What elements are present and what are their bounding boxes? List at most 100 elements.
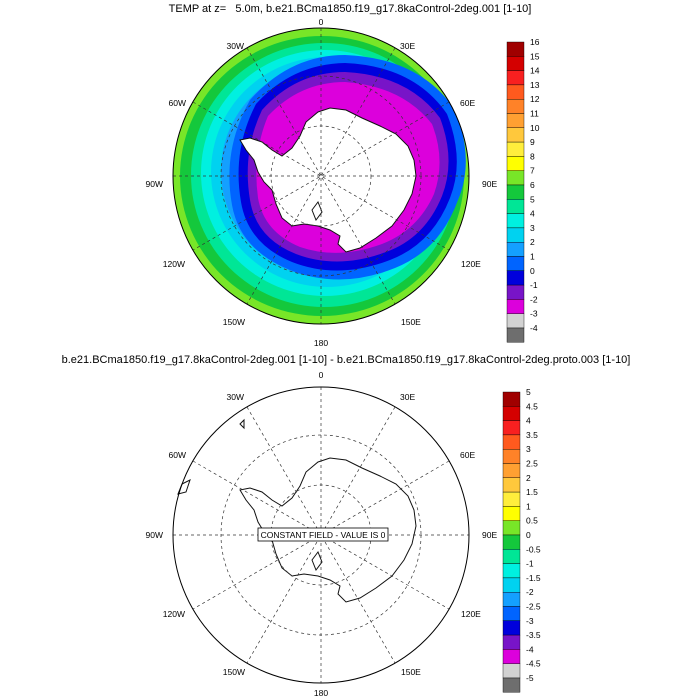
colorbar-label: 10: [530, 123, 540, 133]
colorbar-label: 5: [530, 194, 535, 204]
colorbar-swatch: [506, 41, 525, 57]
colorbar-swatch: [506, 127, 525, 143]
lon-label: 150W: [223, 667, 245, 677]
colorbar-label: 0: [530, 266, 535, 276]
colorbar-swatch: [506, 227, 525, 243]
colorbar-label: -3: [526, 616, 534, 626]
lon-label: 60W: [169, 450, 186, 460]
colorbar-label: 1: [530, 252, 535, 262]
lon-label: 150E: [401, 317, 421, 327]
colorbar-swatch: [502, 434, 521, 450]
colorbar-label: -3.5: [526, 630, 541, 640]
colorbar-label: 6: [530, 180, 535, 190]
colorbar-label: -1: [530, 280, 538, 290]
colorbar-swatch: [506, 270, 525, 286]
colorbar-swatch: [502, 391, 521, 407]
top-lon-labels: 0 30E 60E 90E 120E 150E 180 150W 120W 90…: [146, 17, 498, 348]
colorbar-swatch: [502, 663, 521, 679]
colorbar-label: 12: [530, 94, 540, 104]
lon-label: 120W: [163, 259, 185, 269]
colorbar-label: 2: [530, 237, 535, 247]
colorbar-swatch: [502, 592, 521, 607]
colorbar-swatch: [502, 406, 521, 421]
ice-shelf-island: [311, 550, 323, 572]
colorbar-label: 15: [530, 51, 540, 61]
colorbar-swatch: [506, 141, 525, 157]
ice-shelf-island: [311, 200, 323, 222]
colorbar-label: -3: [530, 309, 538, 319]
colorbar-label: 0: [526, 530, 531, 540]
top-polar-map: 0 30E 60E 90E 120E 150E 180 150W 120W 90…: [146, 17, 498, 348]
constant-field-box: CONSTANT FIELD - VALUE IS 0: [257, 527, 389, 542]
colorbar-swatch: [506, 313, 525, 329]
constant-field-note: CONSTANT FIELD - VALUE IS 0: [261, 530, 386, 540]
lon-label: 60E: [460, 450, 475, 460]
colorbar-swatch: [502, 606, 521, 622]
bottom-map-boundary: [172, 386, 470, 684]
colorbar-swatch: [502, 449, 521, 464]
bottom-polar-map: CONSTANT FIELD - VALUE IS 0 0 30E 60E 90…: [146, 370, 498, 698]
colorbar-label: 0.5: [526, 516, 538, 526]
colorbar-swatch: [506, 256, 525, 272]
colorbar-label: 14: [530, 66, 540, 76]
lon-label: 0: [319, 370, 324, 380]
colorbar-swatch: [502, 463, 521, 479]
colorbar-label: 9: [530, 137, 535, 147]
colorbar-swatch: [502, 620, 521, 636]
colorbar-label: 16: [530, 37, 540, 47]
colorbar-label: 3: [530, 223, 535, 233]
colorbar-label: -4: [526, 644, 534, 654]
lon-label: 30E: [400, 392, 415, 402]
bottom-lon-labels: 0 30E 60E 90E 120E 150E 180 150W 120W 90…: [146, 370, 498, 698]
colorbar-label: 3: [526, 444, 531, 454]
lon-label: 120E: [461, 609, 481, 619]
colorbar-swatch: [502, 677, 521, 693]
colorbar-swatch: [506, 113, 525, 129]
lon-label: 30W: [227, 392, 244, 402]
colorbar-label: 1.5: [526, 487, 538, 497]
colorbar-swatch: [502, 534, 521, 550]
colorbar-label: 2.5: [526, 459, 538, 469]
top-graticule: [173, 28, 469, 324]
colorbar-label: -0.5: [526, 544, 541, 554]
lon-label: 90W: [146, 179, 163, 189]
colorbar-label: 5: [526, 387, 531, 397]
colorbar-label: -5: [526, 673, 534, 683]
colorbar-swatch: [502, 477, 521, 493]
bottom-colorbar: 5 4.5 4 3.5 3 2.5 2 1.5 1 0.5 0 -0.5 -1 -1.5 -2 -2.5 -3 -…: [502, 387, 541, 693]
colorbar-label: 4: [530, 209, 535, 219]
lon-label: 60E: [460, 98, 475, 108]
colorbar-label: 4.5: [526, 401, 538, 411]
lon-label: 90E: [482, 530, 497, 540]
lon-label: 150E: [401, 667, 421, 677]
colorbar-label: 3.5: [526, 430, 538, 440]
colorbar-label: -1.5: [526, 573, 541, 583]
colorbar-swatch: [502, 491, 521, 507]
colorbar-label: -2.5: [526, 602, 541, 612]
lon-label: 150W: [223, 317, 245, 327]
colorbar-label: 1: [526, 501, 531, 511]
bottom-map-title: b.e21.BCma1850.f19_g17.8kaControl-2deg.0…: [62, 354, 631, 366]
lon-label: 180: [314, 338, 328, 348]
lon-label: 120W: [163, 609, 185, 619]
lon-label: 30E: [400, 41, 415, 51]
colorbar-swatch: [506, 56, 525, 71]
colorbar-label: 8: [530, 151, 535, 161]
colorbar-label: -1: [526, 559, 534, 569]
colorbar-swatch: [502, 520, 521, 536]
colorbar-swatch: [502, 649, 521, 664]
colorbar-swatch: [506, 156, 525, 171]
colorbar-label: -4: [530, 323, 538, 333]
colorbar-label: 2: [526, 473, 531, 483]
colorbar-swatch: [502, 506, 521, 521]
colorbar-swatch: [502, 563, 521, 579]
lon-label: 30W: [227, 41, 244, 51]
colorbar-swatch: [502, 420, 521, 436]
colorbar-swatch: [502, 549, 521, 564]
top-map-title: TEMP at z= 5.0m, b.e21.BCma1850.f19_g17.…: [169, 3, 532, 15]
lon-label: 180: [314, 688, 328, 698]
colorbar-swatch: [506, 84, 525, 100]
colorbar-swatch: [506, 170, 525, 186]
lon-label: 0: [319, 17, 324, 27]
colorbar-label: -2: [530, 294, 538, 304]
